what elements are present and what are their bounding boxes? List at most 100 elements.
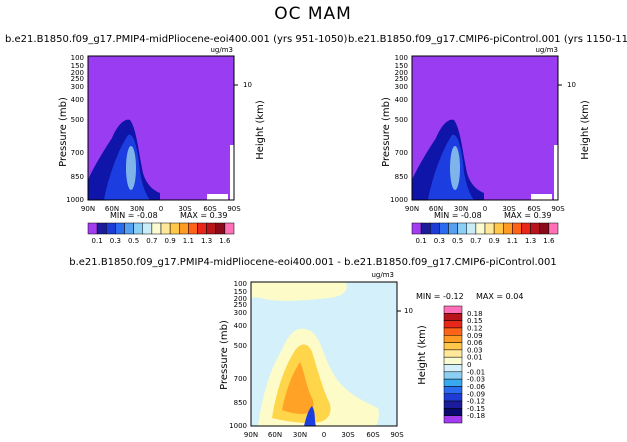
panel-2-xtick: 30S (502, 205, 516, 213)
colorbar-swatch (96, 222, 107, 235)
colorbar-label: 0.09 (467, 332, 483, 340)
panel-2-yticks: 100 150 200 250 300 400 500 700 850 1000 (390, 54, 408, 204)
panel-1-xtick: 30S (178, 205, 192, 213)
colorbar-swatch (87, 222, 98, 235)
colorbar-label: 0.5 (452, 237, 463, 245)
panel-3-units: ug/m3 (371, 271, 394, 279)
panel-1-ytick: 250 (71, 75, 84, 83)
panel-3-max: MAX = 0.04 (476, 292, 523, 301)
panel-3: b.e21.B1850.f09_g17.PMIP4-midPliocene-eo… (69, 257, 557, 439)
panel-1-colorbar: 0.1 0.3 0.5 0.7 0.9 1.1 1.3 1.6 (87, 222, 235, 245)
colorbar-swatch (420, 222, 431, 235)
panel-2-ytick: 700 (395, 149, 408, 157)
panel-3-colorbar: 0.180.150.120.090.060.030.010-0.01-0.03-… (443, 305, 486, 424)
panel-2-ytick: 200 (395, 69, 408, 77)
panel-1-ytick-right: 10 (243, 81, 252, 89)
panel-2-ytick: 850 (395, 173, 408, 181)
colorbar-swatch (448, 222, 458, 235)
panel-2-ytick: 100 (395, 54, 408, 62)
panel-3-ytick: 300 (234, 309, 247, 317)
colorbar-swatch (548, 222, 559, 235)
colorbar-swatch (142, 222, 153, 235)
panel-3-min: MIN = -0.12 (416, 292, 464, 301)
panel-3-contour-upper-positive (251, 282, 347, 301)
colorbar-label: -0.01 (467, 368, 485, 376)
colorbar-swatch (179, 222, 189, 235)
panel-1-subtitle: b.e21.B1850.f09_g17.PMIP4-midPliocene-eo… (5, 34, 348, 45)
colorbar-swatch (443, 378, 463, 387)
panel-1-ytick: 700 (71, 149, 84, 157)
panel-1-units: ug/m3 (210, 46, 233, 54)
colorbar-label: 0.03 (467, 346, 483, 354)
panel-1-ytick: 300 (71, 83, 84, 91)
panel-1-yticks: 100 150 200 250 300 400 500 700 850 1000 (66, 54, 84, 204)
colorbar-swatch (206, 222, 216, 235)
panel-1-xtick: 60S (203, 205, 217, 213)
panel-2-ytick: 400 (395, 96, 408, 104)
panel-3-ytick: 250 (234, 301, 247, 309)
colorbar-label: 1.1 (183, 237, 194, 245)
colorbar-swatch (503, 222, 513, 235)
panel-3-ytick: 850 (234, 399, 247, 407)
colorbar-swatch (430, 222, 440, 235)
panel-2-xtick: 90N (405, 205, 419, 213)
panel-3-ytick: 150 (234, 288, 247, 296)
colorbar-swatch (443, 386, 463, 394)
colorbar-label: 0.7 (470, 237, 481, 245)
panel-2-min: MIN = -0.08 (434, 211, 482, 220)
colorbar-swatch (443, 393, 463, 402)
panel-3-xtick: 30S (341, 431, 355, 439)
panel-1-xtick: 30N (130, 205, 144, 213)
panel-3-plot-area: 100 150 200 250 300 400 500 700 850 1000… (229, 280, 413, 439)
panel-3-xtick: 30N (293, 431, 307, 439)
panel-3-yticks: 100 150 200 250 300 400 500 700 850 1000 (229, 280, 247, 430)
panel-2-contour-inner (450, 146, 460, 190)
panel-3-xtick: 90N (244, 431, 258, 439)
panel-2: b.e21.B1850.f09_g17.CMIP6-piControl.001 … (348, 34, 627, 245)
panel-2-units: ug/m3 (535, 46, 558, 54)
panel-1-xtick: 90S (227, 205, 241, 213)
colorbar-swatch (188, 222, 198, 235)
colorbar-swatch (443, 408, 463, 416)
panel-2-colorbar: 0.1 0.3 0.5 0.7 0.9 1.1 1.3 1.6 (411, 222, 559, 245)
panel-3-xtick: 90S (390, 431, 404, 439)
colorbar-swatch (197, 222, 207, 235)
colorbar-label: 0.15 (467, 317, 483, 325)
panel-1-contour-inner (126, 146, 136, 190)
panel-1-frame (87, 55, 235, 201)
colorbar-swatch (512, 222, 522, 235)
colorbar-label: 0.01 (467, 354, 483, 362)
panel-3-subtitle: b.e21.B1850.f09_g17.PMIP4-midPliocene-eo… (69, 257, 557, 268)
panel-1-missing-data (207, 194, 228, 200)
panel-3-frame (250, 281, 398, 427)
panel-3-ytick: 700 (234, 375, 247, 383)
colorbar-label: 1.1 (507, 237, 518, 245)
panel-2-ylabel-right: Height (km) (580, 100, 591, 160)
panel-1-xtick: 60N (105, 205, 119, 213)
panel-3-ytick: 500 (234, 342, 247, 350)
panel-2-max: MAX = 0.39 (504, 211, 551, 220)
colorbar-swatch (411, 222, 422, 235)
panel-2-ytick: 150 (395, 62, 408, 70)
panel-1-ytick: 100 (71, 54, 84, 62)
colorbar-swatch (539, 222, 550, 235)
colorbar-swatch (493, 222, 504, 235)
colorbar-swatch (439, 222, 449, 235)
panel-1-min: MIN = -0.08 (110, 211, 158, 220)
colorbar-label: 0.12 (467, 324, 483, 332)
panel-3-ytick: 1000 (229, 422, 247, 430)
colorbar-label: 0 (467, 361, 471, 369)
colorbar-swatch (484, 222, 495, 235)
panel-1-ylabel-right: Height (km) (255, 100, 266, 160)
colorbar-swatch (443, 327, 463, 336)
panel-1-ylabel: Pressure (mb) (58, 97, 69, 167)
panel-3-xtick: 60S (366, 431, 380, 439)
colorbar-label: 1.3 (525, 237, 536, 245)
colorbar-label: 0.18 (467, 310, 483, 318)
panel-1-xtick: 0 (159, 205, 163, 213)
panel-2-ytick: 300 (395, 83, 408, 91)
colorbar-swatch (475, 222, 486, 235)
colorbar-swatch (160, 222, 171, 235)
panel-2-ytick: 500 (395, 116, 408, 124)
panel-1: b.e21.B1850.f09_g17.PMIP4-midPliocene-eo… (5, 34, 348, 245)
